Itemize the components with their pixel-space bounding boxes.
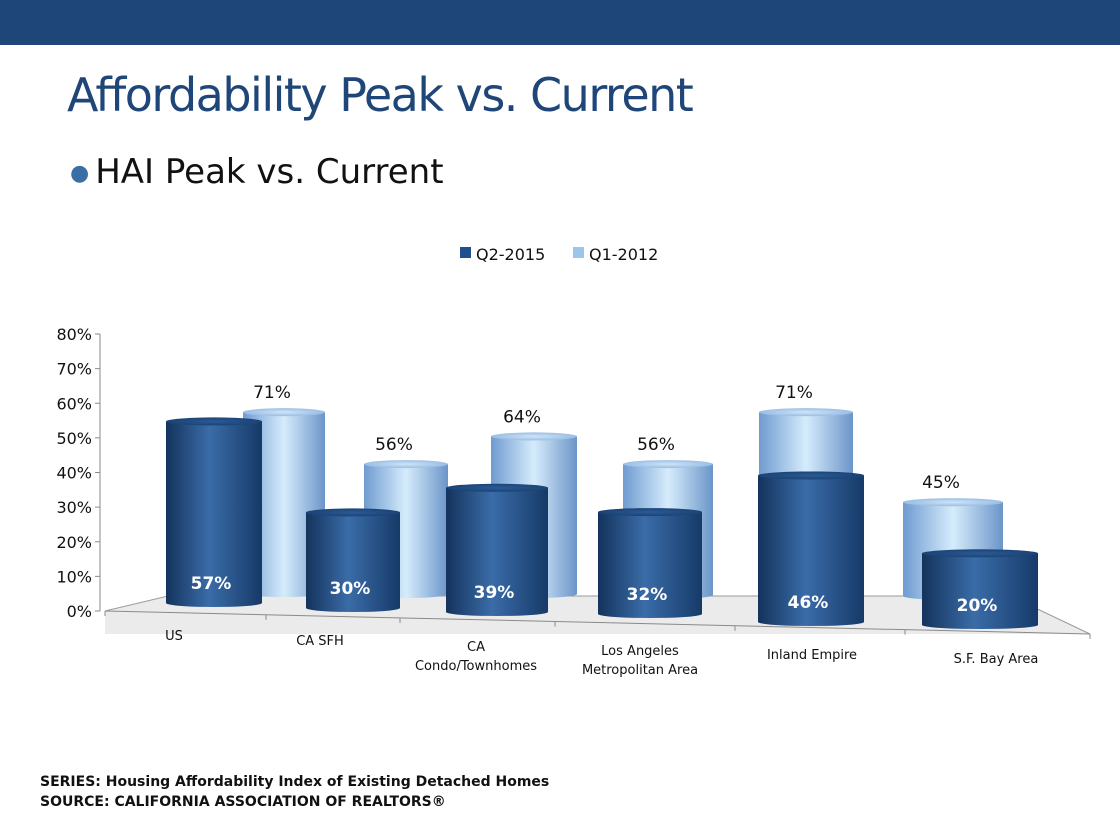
top-banner-bar — [0, 0, 1120, 45]
bullet-text: HAI Peak vs. Current — [95, 152, 444, 192]
bar-cylinder-top — [903, 498, 1003, 507]
bar-cylinder-top — [166, 417, 262, 426]
y-axis: 0% 10% 20% 30% 40% 50% 60% 70% 80% — [56, 325, 101, 621]
slide-title: Affordability Peak vs. Current — [67, 68, 694, 122]
category-labels: US CA SFH CA Condo/Townhomes Los Angeles Metr… — [165, 629, 1038, 678]
legend-label: Q1-2012 — [589, 245, 658, 264]
data-label: 57% — [191, 574, 232, 594]
bar-q2-2015-inland-empire: 46% — [758, 471, 864, 626]
y-tick-label: 50% — [56, 429, 92, 448]
bar-cylinder-body — [243, 412, 325, 597]
bullet-point: ● HAI Peak vs. Current — [70, 152, 444, 192]
bar-q1-2012-us: 71% — [243, 383, 325, 597]
bar-cylinder-top — [306, 508, 400, 517]
data-label: 30% — [330, 579, 371, 599]
y-tick-label: 80% — [56, 325, 92, 344]
floor-back-edge — [104, 595, 1091, 635]
category-label-s-f-bay-area: S.F. Bay Area — [954, 652, 1039, 667]
x-axis-line — [104, 610, 1091, 635]
data-label: 20% — [957, 596, 998, 616]
bar-cylinder-body — [446, 487, 548, 616]
legend-swatch — [573, 247, 584, 258]
bar-cylinder-body — [598, 512, 702, 618]
y-tick-label: 60% — [56, 394, 92, 413]
bar-cylinder-body — [758, 475, 864, 626]
bar-cylinder-top — [446, 483, 548, 492]
bar-cylinder-body — [306, 512, 400, 612]
data-label: 56% — [637, 435, 675, 455]
data-label: 71% — [253, 383, 291, 403]
data-label: 32% — [627, 585, 668, 605]
bar-cylinder-top — [623, 460, 713, 469]
bar-q2-2015-s-f-bay-area: 20% — [922, 549, 1038, 629]
y-tick-label: 40% — [56, 464, 92, 483]
hai-bar-chart: 0% 10% 20% 30% 40% 50% 60% 70% 80% Q2-2015 Q1-201… — [56, 245, 1091, 678]
bar-q2-2015-us: 57% — [166, 417, 262, 607]
data-label: 45% — [922, 473, 960, 493]
y-tick-label: 10% — [56, 567, 92, 586]
bar-cylinder-top — [491, 432, 577, 441]
y-tick-label: 70% — [56, 360, 92, 379]
y-tick-label: 30% — [56, 498, 92, 517]
bar-q2-2015-los-angeles-metropolitan-area: 32% — [598, 508, 702, 618]
bar-cylinder-top — [758, 471, 864, 480]
category-label-ca-sfh: CA SFH — [296, 634, 344, 649]
y-tick-label: 0% — [67, 602, 92, 621]
data-label: 39% — [474, 583, 515, 603]
bar-cylinder-body — [166, 421, 262, 607]
data-label: 64% — [503, 407, 541, 427]
bar-q2-2015-ca-condo-townhomes: 39% — [446, 483, 548, 616]
legend-swatch — [460, 247, 471, 258]
legend-label: Q2-2015 — [476, 245, 545, 264]
data-label: 71% — [775, 383, 813, 403]
bullet-dot-icon: ● — [70, 161, 90, 186]
bar-q2-2015-ca-sfh: 30% — [306, 508, 400, 612]
series-note: SERIES: Housing Affordability Index of E… — [40, 774, 550, 790]
chart-legend: Q2-2015 Q1-2012 — [460, 245, 658, 264]
series-q2-2015-bars: 57% 30% 39% 32% 46% 20% — [166, 417, 1038, 629]
bar-cylinder-top — [922, 549, 1038, 558]
category-label-inland-empire: Inland Empire — [767, 648, 857, 663]
source-note: SOURCE: CALIFORNIA ASSOCIATION OF REALTO… — [40, 794, 446, 810]
data-label: 46% — [788, 593, 829, 613]
bar-cylinder-body — [922, 553, 1038, 629]
category-label-ca-condo-townhomes: CA Condo/Townhomes — [415, 640, 537, 674]
chart-footer: SERIES: Housing Affordability Index of E… — [40, 772, 549, 812]
bar-cylinder-top — [598, 508, 702, 517]
data-label: 56% — [375, 435, 413, 455]
y-tick-label: 20% — [56, 533, 92, 552]
category-label-us: US — [165, 629, 183, 644]
bar-cylinder-top — [759, 408, 853, 417]
bar-cylinder-top — [364, 460, 448, 469]
bar-cylinder-top — [243, 408, 325, 417]
category-label-los-angeles-metropolitan-area: Los Angeles Metropolitan Area — [582, 644, 698, 678]
